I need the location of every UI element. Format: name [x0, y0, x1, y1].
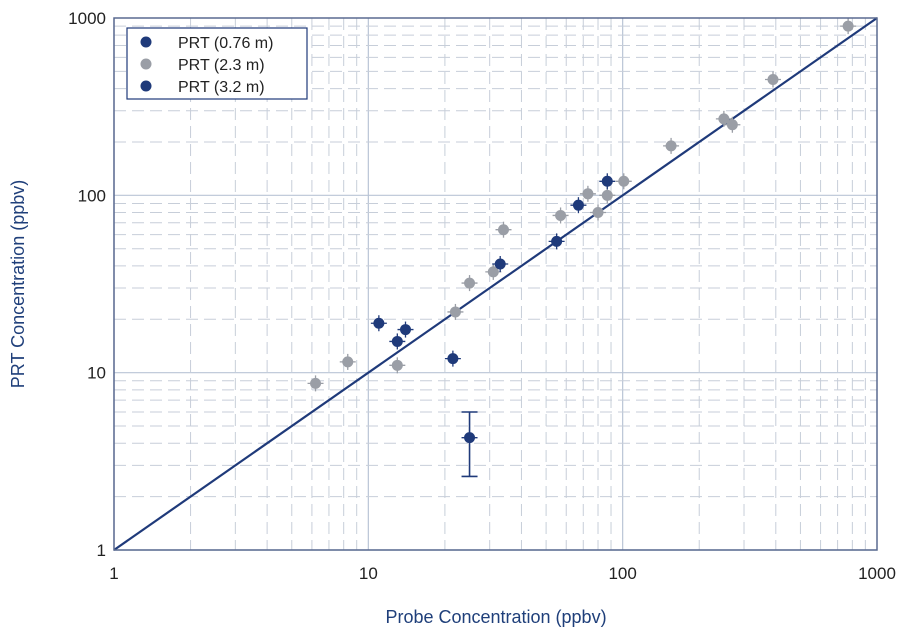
data-point-series-1-2	[391, 359, 403, 371]
data-point-series-1-1	[342, 356, 354, 368]
legend: PRT (0.76 m) PRT (2.3 m) PRT (3.2 m)	[126, 27, 308, 100]
x-tick-label-3: 1000	[858, 564, 896, 583]
legend-marker-0	[140, 36, 152, 48]
legend-marker-2	[140, 80, 152, 92]
data-point-series-1-12	[665, 140, 677, 152]
data-point-series-1-13	[718, 113, 730, 125]
data-point-series-1-9	[592, 207, 604, 219]
data-point-series-0-4	[464, 432, 476, 444]
data-point-series-0-5	[494, 258, 506, 270]
legend-item-2: PRT (3.2 m)	[140, 79, 265, 96]
x-tick-label-1: 10	[359, 564, 378, 583]
data-point-series-1-4	[464, 277, 476, 289]
data-point-series-1-7	[555, 209, 567, 221]
x-axis-label: Probe Concentration (ppbv)	[385, 607, 606, 627]
y-tick-label-1: 10	[87, 364, 106, 383]
data-point-series-1-8	[582, 188, 594, 200]
x-tick-label-2: 100	[608, 564, 636, 583]
legend-item-0: PRT (0.76 m)	[140, 35, 273, 52]
data-point-series-1-16	[842, 20, 854, 32]
legend-label-0: PRT (0.76 m)	[178, 35, 273, 52]
data-point-series-1-15	[767, 73, 779, 85]
reference-line-group	[113, 17, 878, 551]
data-point-series-0-7	[572, 199, 584, 211]
y-tick-label-3: 1000	[68, 9, 106, 28]
data-point-series-0-6	[551, 235, 563, 247]
data-point-series-0-8	[601, 175, 613, 187]
data-point-series-1-11	[618, 175, 630, 187]
y-axis-label: PRT Concentration (ppbv)	[8, 180, 28, 388]
data-point-series-1-5	[487, 266, 499, 278]
tick-labels: 1 10 100 1000 1 10 100 1000	[68, 9, 896, 583]
legend-box	[126, 27, 308, 100]
legend-label-2: PRT (3.2 m)	[178, 79, 265, 96]
data-point-series-1-6	[498, 224, 510, 236]
data-point-series-0-0	[373, 317, 385, 329]
x-tick-label-0: 1	[109, 564, 118, 583]
legend-marker-1	[140, 58, 152, 70]
data-point-series-1-3	[449, 306, 461, 318]
data-point-series-1-0	[310, 377, 322, 389]
data-point-series-1-14	[726, 119, 738, 131]
data-points	[307, 18, 857, 478]
plot-frame	[113, 17, 878, 551]
y-tick-label-0: 1	[97, 541, 106, 560]
data-point-series-0-1	[391, 335, 403, 347]
y-tick-label-2: 100	[78, 186, 106, 205]
data-point-series-0-3	[447, 353, 459, 365]
data-point-series-1-10	[601, 189, 613, 201]
legend-label-1: PRT (2.3 m)	[178, 57, 265, 74]
legend-item-1: PRT (2.3 m)	[140, 57, 265, 74]
reference-line	[113, 17, 878, 551]
data-point-series-0-2	[399, 324, 411, 336]
